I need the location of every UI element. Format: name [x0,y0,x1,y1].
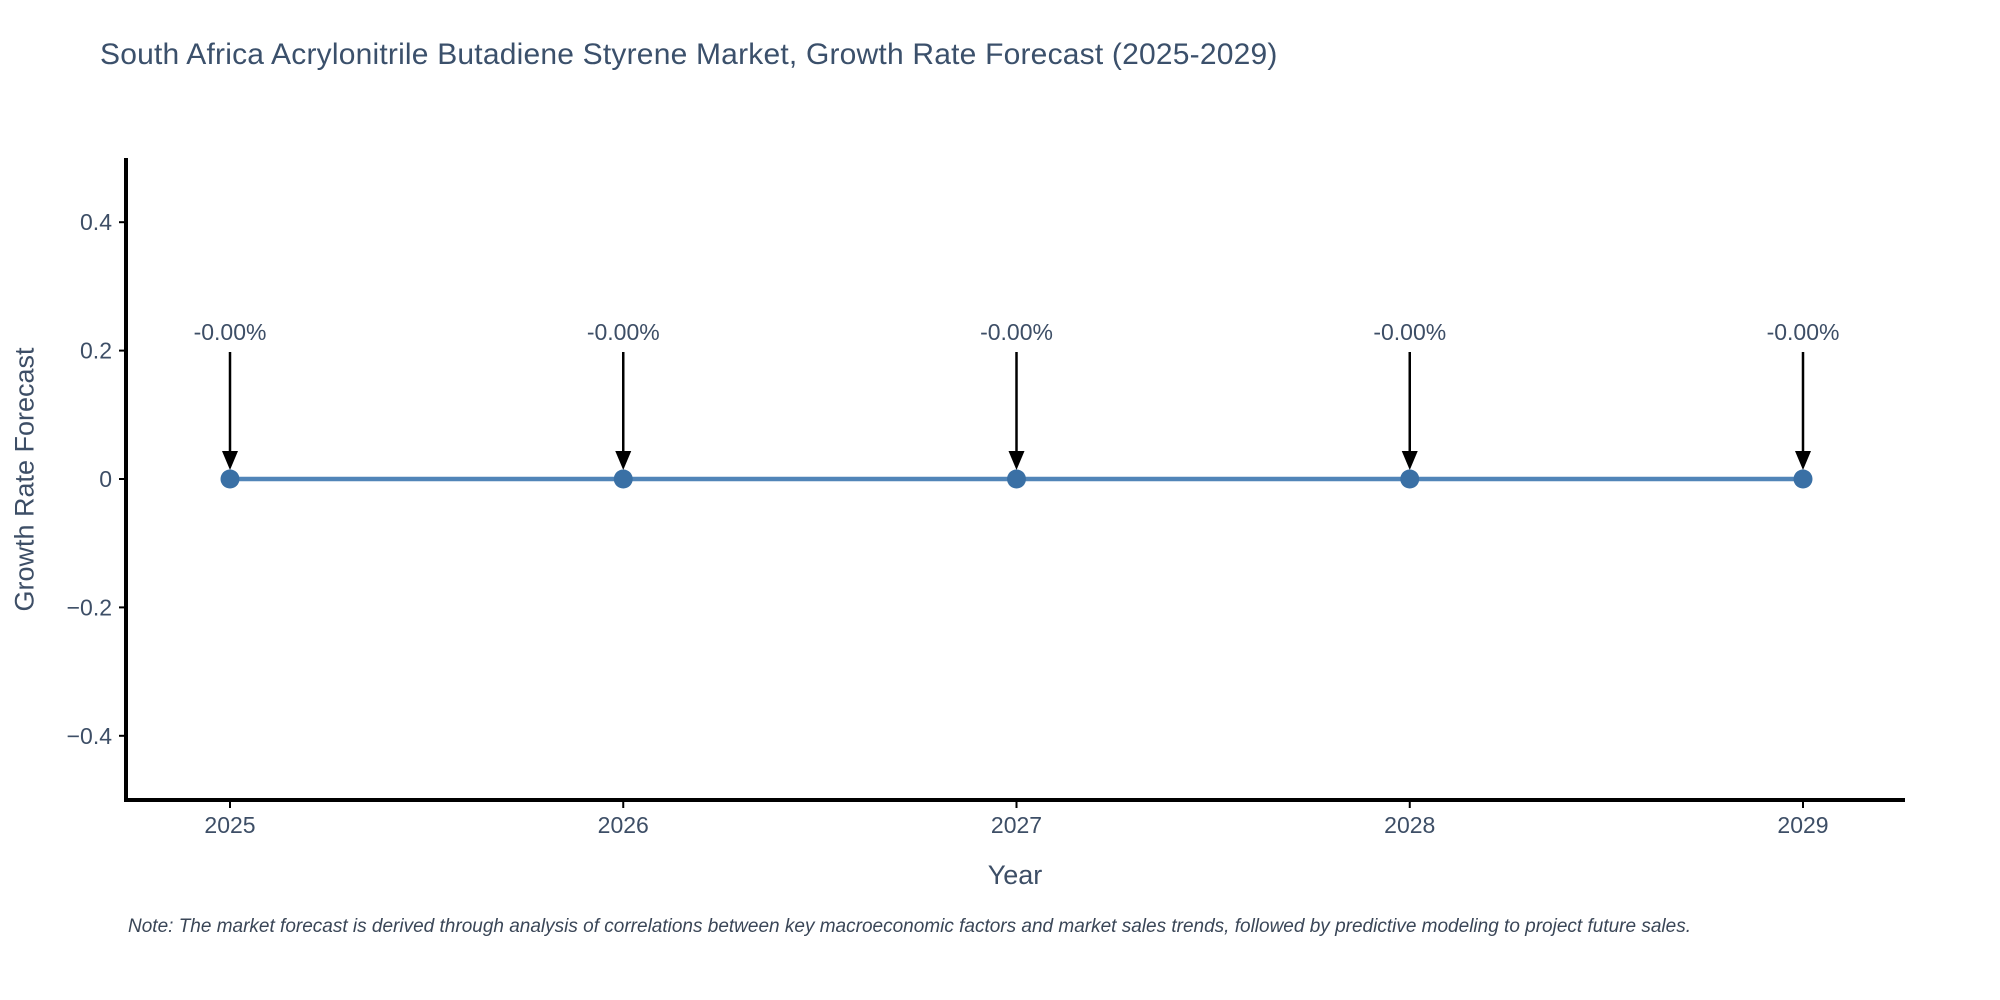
x-tick-label: 2028 [1384,812,1435,838]
y-tick-label: −0.4 [67,723,113,749]
data-point[interactable] [1793,469,1813,489]
y-axis-title: Growth Rate Forecast [9,347,40,612]
x-axis-title: Year [987,860,1043,890]
point-annotation: -0.00% [587,319,660,345]
y-tick-label: −0.2 [67,594,112,620]
annotation-arrow-head [615,451,632,470]
annotation-arrow-head [222,451,238,470]
annotation-arrow-head [1401,451,1418,470]
annotation-arrow-head [1795,451,1811,470]
chart-title: South Africa Acrylonitrile Butadiene Sty… [100,38,1278,71]
annotation-arrow-head [1008,451,1025,470]
x-tick-label: 2029 [1777,812,1828,838]
point-annotation: -0.00% [1373,319,1446,345]
data-point[interactable] [220,469,240,489]
x-tick-label: 2025 [204,812,255,838]
data-point[interactable] [1007,469,1026,489]
point-annotation: -0.00% [980,319,1053,345]
y-tick-label: 0.4 [80,209,112,235]
data-point[interactable] [1400,469,1420,489]
point-annotation: -0.00% [194,319,267,345]
data-point[interactable] [613,469,633,489]
y-tick-label: 0.2 [80,338,112,364]
point-annotation: -0.00% [1767,319,1840,345]
x-tick-label: 2026 [598,812,649,838]
chart-footnote: Note: The market forecast is derived thr… [128,916,1691,937]
x-tick-label: 2027 [991,812,1042,838]
y-tick-label: 0 [99,466,112,492]
